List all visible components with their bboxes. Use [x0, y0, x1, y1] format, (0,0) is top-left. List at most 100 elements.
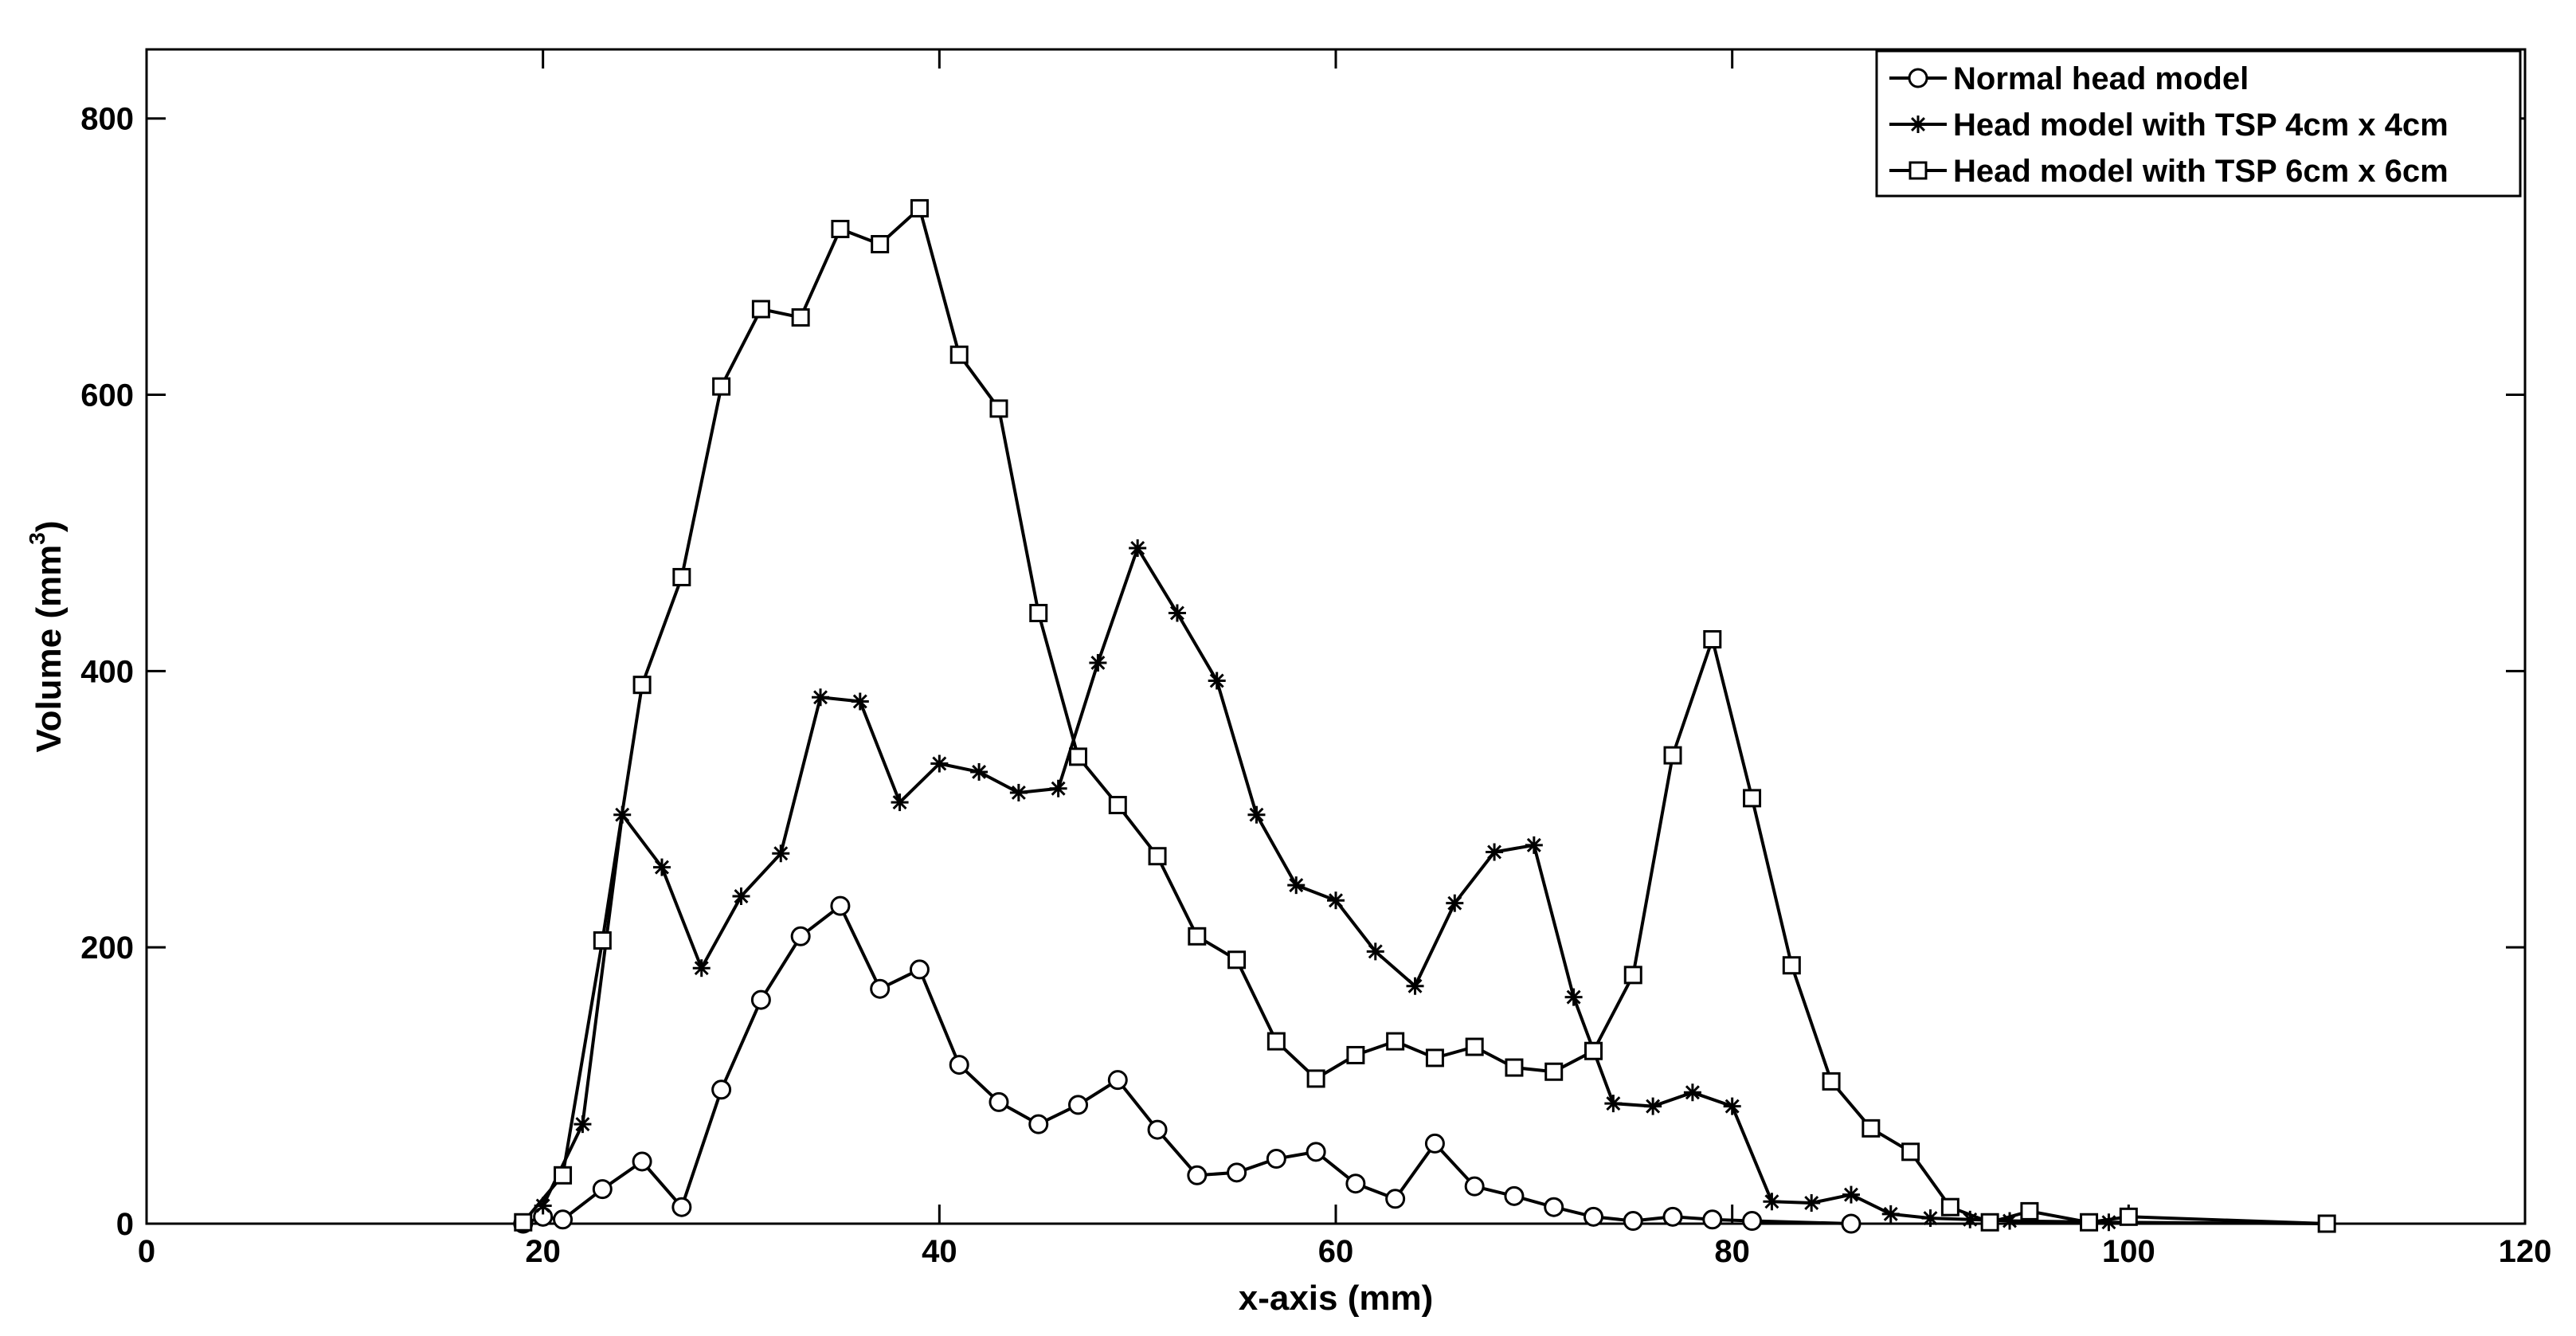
series-2-point [1683, 1083, 1701, 1102]
series-3 [514, 198, 2336, 1233]
legend-label: Normal head model [1953, 61, 2249, 96]
series-2-point [1247, 805, 1266, 824]
series-3-point [2317, 1214, 2336, 1233]
series-3-point [2119, 1207, 2138, 1226]
series-3-point [1743, 789, 1762, 808]
series-1-point [1187, 1165, 1208, 1185]
series-3-point [1108, 796, 1127, 815]
series-3-point [871, 235, 890, 254]
series-1-point [1345, 1173, 1366, 1194]
legend-marker [1909, 116, 1927, 133]
series-2-point [891, 793, 909, 812]
series-3-point [1465, 1037, 1484, 1056]
series-3-point [2080, 1213, 2099, 1232]
series-2-point [574, 1115, 592, 1134]
x-tick-label: 20 [525, 1234, 561, 1269]
series-2-point [652, 858, 671, 876]
axis-ticks [145, 49, 2527, 1225]
series-3-point [1227, 950, 1247, 970]
series-2-point [1049, 779, 1067, 797]
series-2-point [1486, 843, 1504, 861]
series-3-point [632, 676, 652, 695]
x-tick-label: 0 [138, 1234, 155, 1269]
series-2-point [930, 754, 949, 773]
series-2-point [1525, 836, 1543, 854]
series-3-point [1346, 1045, 1365, 1064]
series-3-point [1069, 747, 1088, 766]
series-2-point [1446, 894, 1464, 912]
series-2-point [1881, 1205, 1900, 1223]
series-3-point [989, 399, 1008, 418]
series-1-point [553, 1209, 574, 1230]
series-3-point [1782, 956, 1801, 975]
series-1-point [1702, 1209, 1723, 1230]
series-1-point [790, 926, 811, 946]
y-tick-label: 600 [80, 378, 134, 413]
series-2-point [970, 762, 989, 781]
legend-marker [1909, 161, 1928, 180]
series-3-point [1623, 966, 1642, 985]
y-tick-label: 200 [80, 930, 134, 966]
series-3-point [949, 345, 969, 364]
legend-item-2: Head model with TSP 4cm x 4cm [1889, 108, 2449, 143]
series-2-point [1129, 539, 1147, 558]
series-1-point [1068, 1095, 1089, 1115]
y-axis-label-main: Volume (mm [29, 545, 69, 753]
series-1-point [989, 1091, 1009, 1112]
y-tick-label: 800 [80, 102, 134, 137]
series-2-point [1564, 988, 1583, 1006]
series-1-point [1306, 1142, 1326, 1162]
series-1-point [1147, 1119, 1168, 1140]
series-2-point [692, 959, 711, 978]
series-2-point [1327, 891, 1345, 910]
axis-tick-labels: 0 20 40 60 80 100 120 0 200 400 600 800 [80, 102, 2551, 1269]
series-2-point [1089, 653, 1107, 672]
series-2-point [1763, 1193, 1781, 1211]
series-3-point [791, 308, 810, 327]
series-2-point [2100, 1213, 2118, 1232]
series-2-point [1842, 1185, 1860, 1204]
series-3-point [1862, 1119, 1881, 1138]
series-3-point [1980, 1213, 1999, 1232]
series-2-point [772, 844, 790, 863]
series-1-line [523, 904, 1852, 1225]
series-2-point [2001, 1212, 2019, 1230]
x-tick-label: 60 [1318, 1234, 1354, 1269]
series-2-point [1287, 876, 1306, 895]
x-tick-label: 40 [922, 1234, 957, 1269]
series-1-point [1227, 1162, 1247, 1183]
series-1-point [1107, 1070, 1128, 1091]
series-3-point [1544, 1062, 1564, 1081]
series-1-point [1464, 1176, 1485, 1197]
series-2 [534, 539, 2336, 1232]
series-1-point [1662, 1206, 1683, 1227]
series-3-point [751, 300, 770, 319]
series-3-point [1306, 1069, 1325, 1088]
series-1-point [1544, 1197, 1564, 1217]
series-3-point [1386, 1032, 1405, 1051]
legend-item-1: Normal head model [1889, 61, 2249, 96]
legend-box [1875, 49, 2522, 198]
legend-label: Head model with TSP 4cm x 4cm [1953, 108, 2449, 143]
series-3-point [1188, 927, 1207, 946]
series-1-point [711, 1079, 732, 1100]
series-2-point [1921, 1209, 1940, 1228]
legend-marker [1908, 68, 1928, 88]
x-tick-label: 120 [2499, 1234, 2552, 1269]
series-3-line [522, 206, 2327, 1225]
legend: Normal head model Head model with TSP 4cm… [1875, 49, 2522, 198]
series-2-line [541, 547, 2327, 1225]
series-1-point [1266, 1148, 1286, 1169]
series-1-point [870, 978, 891, 999]
series-2-point [812, 688, 830, 707]
series-2-point [1009, 783, 1028, 801]
series-1-point [671, 1197, 692, 1217]
series-3-point [672, 567, 691, 586]
series-2-point [851, 692, 869, 711]
series-1-point [1742, 1211, 1763, 1232]
series-3-point [1505, 1058, 1524, 1077]
series-3-point [593, 931, 612, 950]
series-3-point [554, 1166, 573, 1185]
series-2-point [1644, 1097, 1662, 1115]
